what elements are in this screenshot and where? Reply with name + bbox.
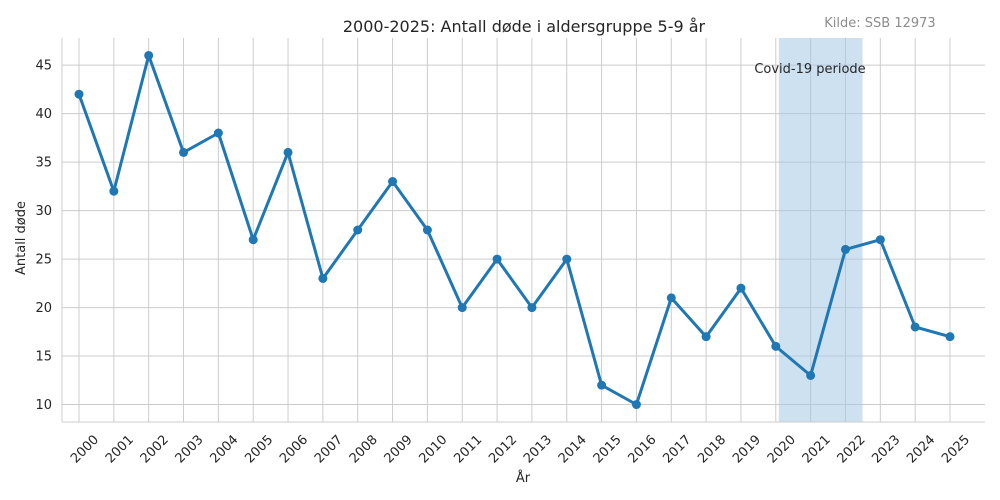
x-tick-label: 2002 bbox=[138, 432, 172, 466]
data-point bbox=[631, 400, 641, 410]
axes bbox=[61, 38, 985, 423]
x-tick-label: 2022 bbox=[835, 432, 869, 466]
y-tick-label: 35 bbox=[35, 156, 52, 171]
data-point bbox=[666, 293, 676, 303]
x-tick-label: 2000 bbox=[68, 432, 102, 466]
x-tick-label: 2020 bbox=[765, 432, 799, 466]
y-tick-label: 45 bbox=[35, 59, 52, 74]
data-point bbox=[144, 50, 154, 60]
data-point bbox=[248, 235, 258, 245]
x-tick-label: 2024 bbox=[904, 432, 938, 466]
x-tick-label: 2013 bbox=[521, 432, 555, 466]
x-tick-label: 2021 bbox=[800, 432, 834, 466]
x-tick-label: 2019 bbox=[730, 432, 764, 466]
data-point bbox=[353, 225, 363, 235]
y-tick-label: 30 bbox=[35, 204, 52, 219]
y-axis-ticks: 10 15 20 25 30 35 40 45 bbox=[35, 59, 52, 413]
x-tick-label: 2017 bbox=[660, 432, 694, 466]
source-label: Kilde: SSB 12973 bbox=[824, 16, 935, 31]
data-point bbox=[840, 244, 850, 254]
data-point bbox=[213, 128, 223, 138]
x-tick-label: 2018 bbox=[695, 432, 729, 466]
covid-period-band bbox=[778, 38, 863, 422]
x-tick-label: 2010 bbox=[416, 432, 450, 466]
x-axis-label: År bbox=[516, 470, 531, 486]
y-tick-label: 25 bbox=[35, 253, 52, 268]
x-tick-label: 2011 bbox=[451, 432, 485, 466]
data-point bbox=[318, 273, 328, 283]
x-axis-ticks: 2000 2001 2002 2003 2004 2005 2006 2007 2008 2009… bbox=[68, 432, 973, 466]
data-point bbox=[492, 254, 502, 264]
x-tick-label: 2003 bbox=[173, 432, 207, 466]
data-point bbox=[806, 370, 816, 380]
x-tick-label: 2023 bbox=[869, 432, 903, 466]
data-point bbox=[388, 177, 398, 187]
x-tick-label: 2005 bbox=[242, 432, 276, 466]
data-point bbox=[597, 380, 607, 390]
data-point bbox=[109, 186, 119, 196]
x-tick-label: 2016 bbox=[626, 432, 660, 466]
x-tick-label: 2007 bbox=[312, 432, 346, 466]
data-point bbox=[179, 147, 189, 157]
data-point bbox=[910, 322, 920, 332]
series-line bbox=[77, 54, 951, 406]
data-point bbox=[771, 341, 781, 351]
y-axis-label: Antall døde bbox=[14, 201, 29, 275]
data-point bbox=[283, 147, 293, 157]
data-point bbox=[701, 332, 711, 342]
x-tick-label: 2008 bbox=[347, 432, 381, 466]
data-point bbox=[945, 332, 955, 342]
x-tick-label: 2014 bbox=[556, 432, 590, 466]
x-tick-label: 2015 bbox=[591, 432, 625, 466]
x-tick-label: 2001 bbox=[103, 432, 137, 466]
data-point bbox=[736, 283, 746, 293]
data-points bbox=[74, 50, 955, 410]
x-tick-label: 2009 bbox=[382, 432, 416, 466]
data-point bbox=[562, 254, 572, 264]
data-point bbox=[875, 235, 885, 245]
y-tick-label: 15 bbox=[35, 350, 52, 365]
x-tick-label: 2004 bbox=[207, 432, 241, 466]
y-tick-label: 20 bbox=[35, 301, 52, 316]
data-point bbox=[422, 225, 432, 235]
chart-title: 2000-2025: Antall døde i aldersgruppe 5-… bbox=[343, 17, 706, 36]
x-tick-label: 2025 bbox=[939, 432, 973, 466]
data-point bbox=[527, 303, 537, 313]
x-tick-label: 2012 bbox=[486, 432, 520, 466]
covid-period-label: Covid-19 periode bbox=[754, 62, 865, 77]
y-tick-label: 40 bbox=[35, 107, 52, 122]
data-point bbox=[74, 89, 84, 99]
y-tick-label: 10 bbox=[35, 398, 52, 413]
x-tick-label: 2006 bbox=[277, 432, 311, 466]
data-point bbox=[457, 303, 467, 313]
